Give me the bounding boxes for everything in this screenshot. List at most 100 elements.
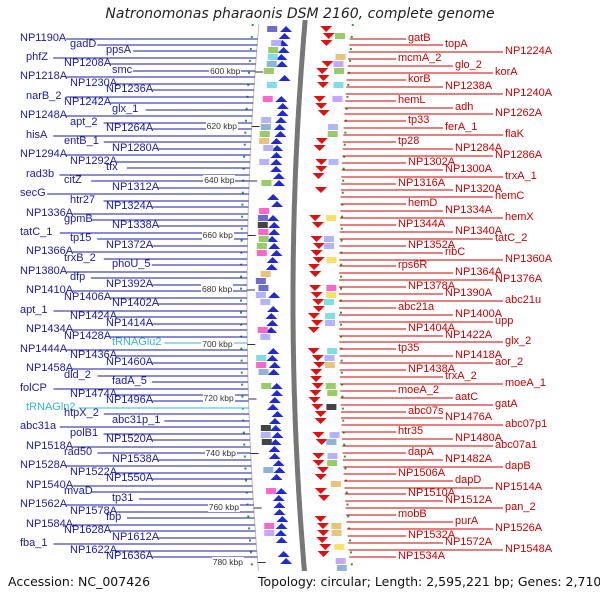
trna-label[interactable]: tRNAGlu2	[112, 336, 162, 348]
gene-label[interactable]: NP1390A	[445, 287, 493, 299]
gene-label[interactable]: polB1	[70, 427, 99, 439]
gene-label[interactable]: NP1622A	[70, 544, 118, 556]
gene-label[interactable]: purA	[455, 515, 479, 527]
gene-label[interactable]: NP1262A	[495, 107, 543, 119]
gene-label[interactable]: NP1428A	[64, 330, 112, 342]
gene-label[interactable]: hisA	[26, 129, 48, 141]
gene-label[interactable]: NP1538A	[112, 453, 160, 465]
gene-label[interactable]: NP1248A	[20, 109, 68, 121]
gene-label[interactable]: NP1520A	[106, 433, 154, 445]
gene-label[interactable]: NP1208A	[64, 57, 112, 69]
gene-label[interactable]: apt_1	[20, 304, 48, 316]
gene-label[interactable]: hemX	[505, 211, 534, 223]
gene-label[interactable]: moeA_1	[505, 377, 546, 389]
gene-label[interactable]: NP1460A	[106, 356, 154, 368]
gene-label[interactable]: trxB_2	[64, 252, 96, 264]
gene-label[interactable]: mvaD	[64, 485, 93, 497]
gene-label[interactable]: NP1534A	[398, 550, 446, 562]
gene-label[interactable]: NP1378A	[408, 280, 456, 292]
gene-label[interactable]: htr35	[398, 425, 424, 437]
gene-label[interactable]: htr27	[70, 194, 96, 206]
gene-label[interactable]: ppsA	[106, 44, 132, 56]
gene-label[interactable]: trxA_1	[505, 170, 537, 182]
gene-label[interactable]: NP1284A	[455, 142, 503, 154]
gene-label[interactable]: NP1628A	[64, 524, 112, 536]
gene-label[interactable]: NP1584A	[26, 518, 74, 530]
gene-label[interactable]: NP1528A	[20, 459, 68, 471]
gene-label[interactable]: dfp	[70, 271, 86, 283]
gene-label[interactable]: tp28	[398, 135, 420, 147]
gene-label[interactable]: NP1434A	[26, 323, 74, 335]
gene-label[interactable]: NP1360A	[505, 253, 553, 265]
gene-label[interactable]: smc	[112, 64, 133, 76]
gene-label[interactable]: phfZ	[26, 51, 49, 63]
gene-label[interactable]: flaK	[505, 128, 524, 140]
gene-label[interactable]: NP1240A	[505, 87, 553, 99]
gene-label[interactable]: upp	[495, 315, 514, 327]
gene-label[interactable]: tatC_2	[495, 232, 528, 244]
gene-label[interactable]: citZ	[64, 174, 82, 186]
gene-label[interactable]: NP1238A	[445, 80, 493, 92]
gene-label[interactable]: gatA	[495, 398, 518, 410]
gene-label[interactable]: NP1338A	[112, 219, 160, 231]
gene-label[interactable]: NP1410A	[26, 284, 74, 296]
gene-label[interactable]: topA	[445, 38, 468, 50]
gene-label[interactable]: abc31a	[20, 420, 57, 432]
gene-label[interactable]: NP1474A	[70, 388, 118, 400]
gene-label[interactable]: NP1242A	[64, 96, 112, 108]
gene-label[interactable]: NP1612A	[112, 531, 160, 543]
gene-label[interactable]: abc07a1	[495, 439, 538, 451]
gene-label[interactable]: rps6R	[398, 259, 428, 271]
gene-label[interactable]: NP1300A	[445, 163, 493, 175]
gene-label[interactable]: NP1406A	[64, 291, 112, 303]
gene-label[interactable]: rad50	[64, 446, 93, 458]
gene-label[interactable]: abc07p1	[505, 418, 548, 430]
gene-label[interactable]: NP1476A	[445, 411, 493, 423]
gene-label[interactable]: entB_1	[64, 135, 99, 147]
gene-label[interactable]: tatC_1	[20, 226, 53, 238]
gene-label[interactable]: hemL	[398, 94, 426, 106]
gene-label[interactable]: NP1340A	[455, 225, 503, 237]
gene-label[interactable]: dld_2	[64, 369, 91, 381]
gene-label[interactable]: NP1548A	[505, 543, 553, 555]
gene-label[interactable]: glx_1	[112, 103, 139, 115]
gene-label[interactable]: NP1496A	[106, 394, 154, 406]
gene-label[interactable]: NP1458A	[26, 362, 74, 374]
gene-label[interactable]: NP1572A	[445, 536, 493, 548]
gene-label[interactable]: NP1424A	[70, 310, 118, 322]
gene-label[interactable]: NP1578A	[70, 505, 118, 517]
gene-label[interactable]: hemD	[408, 197, 438, 209]
gene-label[interactable]: pan_2	[505, 501, 536, 513]
gene-label[interactable]: NP1316A	[398, 177, 446, 189]
gene-label[interactable]: abc21u	[505, 294, 542, 306]
gene-label[interactable]: apt_2	[70, 116, 98, 128]
gene-label[interactable]: NP1224A	[505, 45, 553, 57]
gene-label[interactable]: fadA_5	[112, 375, 147, 387]
gene-label[interactable]: NP1514A	[495, 481, 543, 493]
gene-label[interactable]: NP1480A	[455, 432, 503, 444]
gene-label[interactable]: aatC	[455, 391, 479, 403]
gene-label[interactable]: fba_1	[20, 537, 48, 549]
gene-label[interactable]: gatB	[408, 32, 431, 44]
gene-label[interactable]: abc07s	[408, 405, 444, 417]
gene-label[interactable]: dapB	[505, 460, 531, 472]
gene-label[interactable]: ribC	[445, 246, 466, 258]
gene-label[interactable]: NP1562A	[20, 498, 68, 510]
gene-label[interactable]: NP1336A	[26, 207, 74, 219]
gene-label[interactable]: gpmB	[64, 213, 93, 225]
gene-label[interactable]: NP1526A	[495, 522, 543, 534]
gene-label[interactable]: NP1636A	[106, 550, 154, 562]
gene-label[interactable]: moeA_2	[398, 384, 439, 396]
gene-label[interactable]: NP1312A	[112, 181, 160, 193]
gene-label[interactable]: narB_2	[26, 90, 62, 102]
gene-label[interactable]: NP1280A	[112, 142, 160, 154]
gene-label[interactable]: NP1392A	[106, 278, 154, 290]
gene-label[interactable]: mobB	[398, 508, 427, 520]
gene-label[interactable]: NP1364A	[455, 266, 503, 278]
gene-label[interactable]: NP1372A	[106, 239, 154, 251]
gene-label[interactable]: NP1402A	[112, 297, 160, 309]
gene-label[interactable]: tp33	[408, 114, 430, 126]
gene-label[interactable]: NP1422A	[445, 329, 493, 341]
gene-label[interactable]: korA	[495, 66, 518, 78]
gene-label[interactable]: NP1344A	[398, 218, 446, 230]
